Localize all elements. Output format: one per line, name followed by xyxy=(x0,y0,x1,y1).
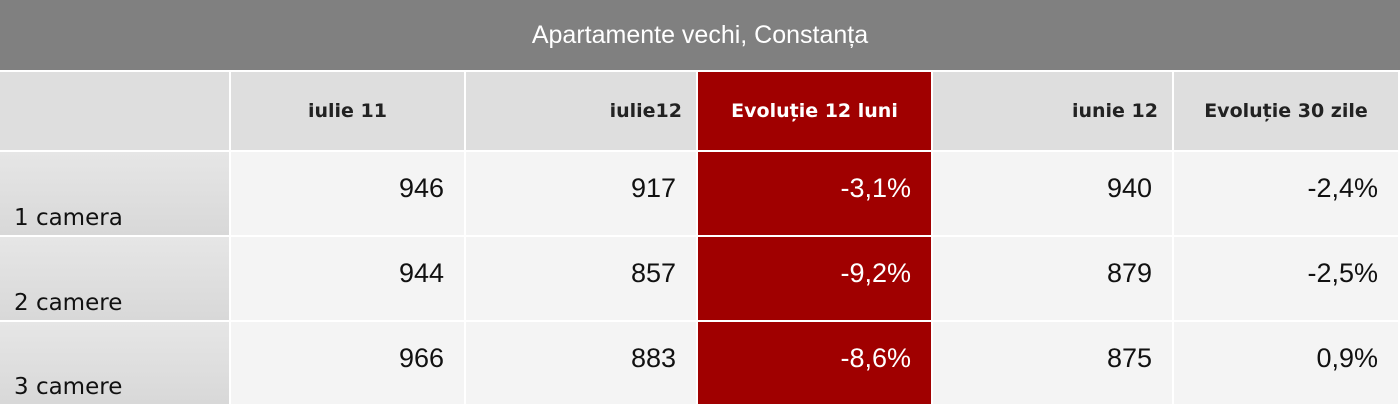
table-cell: -2,5% xyxy=(1174,237,1398,320)
table-cell: -2,4% xyxy=(1174,152,1398,235)
column-header: Evoluție 30 zile xyxy=(1174,72,1398,150)
table-cell: 966 xyxy=(231,322,464,404)
table-cell: 917 xyxy=(466,152,696,235)
table-cell: 944 xyxy=(231,237,464,320)
table-cell: -9,2% xyxy=(698,237,931,320)
table-cell: -8,6% xyxy=(698,322,931,404)
table-cell: 875 xyxy=(933,322,1172,404)
table-cell: -3,1% xyxy=(698,152,931,235)
table-cell: 946 xyxy=(231,152,464,235)
row-label: 1 camera xyxy=(0,152,229,235)
table-cell: 940 xyxy=(933,152,1172,235)
row-label: 3 camere xyxy=(0,322,229,404)
table-cell: 883 xyxy=(466,322,696,404)
column-header: iulie12 xyxy=(466,72,696,150)
column-header: iulie 11 xyxy=(231,72,464,150)
table-cell: 879 xyxy=(933,237,1172,320)
table-title: Apartamente vechi, Constanța xyxy=(0,0,1400,70)
table-cell: 0,9% xyxy=(1174,322,1398,404)
table-cell: 857 xyxy=(466,237,696,320)
row-label: 2 camere xyxy=(0,237,229,320)
column-header: iunie 12 xyxy=(933,72,1172,150)
column-header: Evoluție 12 luni xyxy=(698,72,931,150)
corner-cell xyxy=(0,72,229,150)
